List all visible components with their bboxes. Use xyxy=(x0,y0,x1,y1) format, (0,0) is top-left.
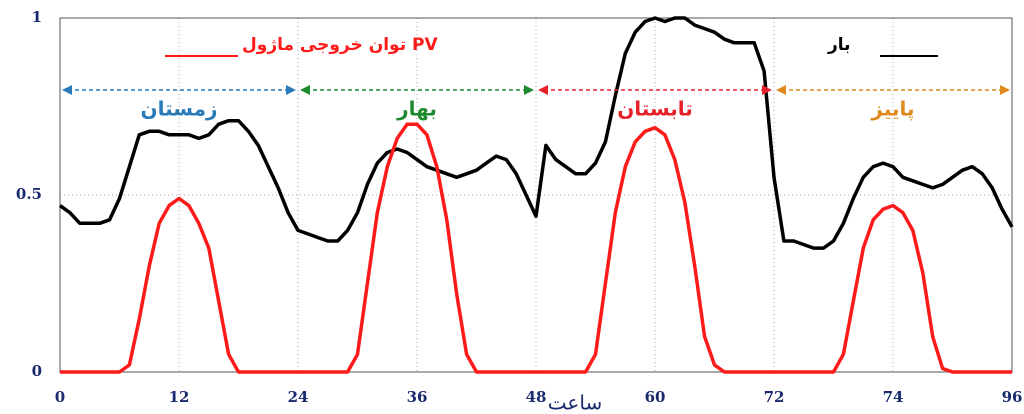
x-tick-label: 0 xyxy=(55,388,65,406)
season-label: تابستان xyxy=(617,97,693,121)
x-tick-label: 48 xyxy=(526,388,547,406)
x-tick-label: 36 xyxy=(407,388,428,406)
arrow-head xyxy=(1000,85,1010,95)
arrow-head xyxy=(776,85,786,95)
x-tick-label: 72 xyxy=(764,388,785,406)
arrow-head xyxy=(524,85,534,95)
arrow-head xyxy=(762,85,772,95)
y-tick-label: 0 xyxy=(32,362,42,380)
x-axis-label: ساعت xyxy=(548,391,602,414)
y-tick-label: 0.5 xyxy=(16,185,42,203)
x-tick-label: 12 xyxy=(169,388,190,406)
series-line xyxy=(60,122,1012,374)
arrow-head xyxy=(300,85,310,95)
season-label: پاییز xyxy=(870,97,914,122)
series-line xyxy=(58,16,1014,250)
x-tick-label: 60 xyxy=(645,388,666,406)
arrow-head xyxy=(538,85,548,95)
x-tick-label: 96 xyxy=(1002,388,1023,406)
x-tick-label: 24 xyxy=(288,388,309,406)
x-tick-label: 74 xyxy=(883,388,904,406)
season-label: زمستان xyxy=(141,97,218,121)
arrow-head xyxy=(286,85,296,95)
y-tick-label: 1 xyxy=(32,8,42,26)
arrow-head xyxy=(62,85,72,95)
season-label: بهار xyxy=(396,97,437,121)
legend-label: بار xyxy=(827,35,851,55)
legend-label: توان خروجی ماژول PV xyxy=(242,35,438,55)
